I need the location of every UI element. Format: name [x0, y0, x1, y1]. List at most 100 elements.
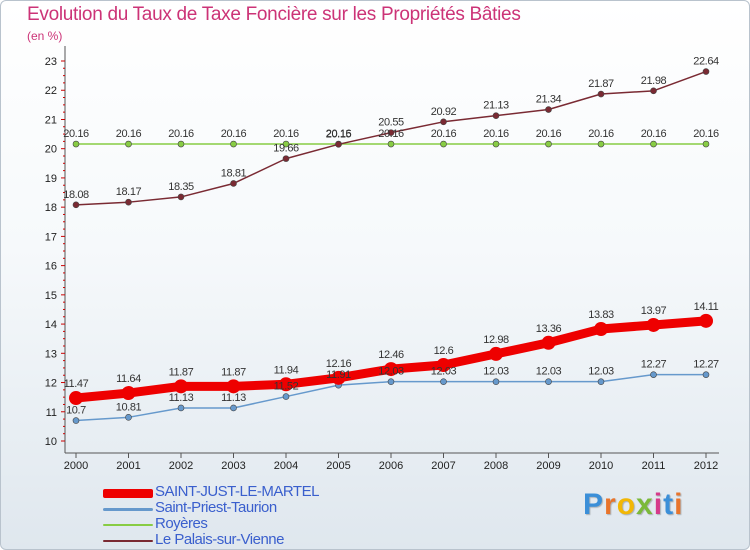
brand-letter: x: [636, 488, 654, 521]
data-label: 21.98: [641, 75, 667, 87]
data-point: [331, 370, 346, 385]
data-label: 22.64: [693, 56, 719, 68]
data-label: 11.52: [274, 381, 299, 393]
x-tick-label: 2002: [169, 460, 193, 472]
data-label: 20.16: [116, 128, 142, 140]
data-label: 12.27: [641, 359, 667, 371]
y-tick-label: 16: [45, 261, 57, 273]
data-point: [545, 378, 552, 385]
y-tick-label: 13: [45, 348, 57, 360]
y-tick-label: 21: [45, 114, 57, 126]
x-tick-label: 2006: [379, 460, 403, 472]
data-point: [125, 140, 132, 148]
data-label: 12.27: [693, 359, 719, 371]
data-point: [174, 379, 188, 394]
data-point: [230, 140, 237, 148]
x-tick-label: 2010: [589, 460, 613, 472]
x-tick-label: 2012: [694, 460, 718, 472]
data-label: 20.16: [378, 128, 404, 140]
legend-swatch: [103, 507, 153, 511]
data-point: [440, 140, 447, 148]
data-label: 12.03: [536, 366, 562, 378]
data-label: 11.47: [64, 378, 89, 390]
data-label: 20.16: [168, 128, 194, 140]
y-tick-label: 22: [45, 85, 57, 97]
y-tick-label: 19: [45, 173, 57, 185]
x-tick-label: 2009: [536, 460, 560, 472]
data-point: [230, 404, 237, 412]
data-label: 11.94: [274, 364, 299, 376]
data-label: 12.03: [431, 366, 457, 378]
y-tick-label: 15: [45, 290, 57, 302]
data-point: [387, 378, 395, 385]
data-point: [597, 378, 605, 385]
data-label: 10.7: [66, 405, 86, 417]
legend-swatch: [103, 524, 153, 526]
legend-swatch: [103, 540, 153, 542]
y-tick-label: 12: [45, 378, 57, 390]
data-label: 20.16: [483, 128, 509, 140]
data-label: 12.03: [378, 366, 404, 378]
data-point: [226, 379, 241, 394]
x-tick-label: 2003: [221, 460, 245, 472]
data-label: 20.16: [536, 128, 562, 140]
data-label: 12.03: [483, 366, 509, 378]
data-point: [492, 140, 500, 148]
data-label: 20.16: [63, 128, 89, 140]
data-label: 20.16: [641, 128, 667, 140]
brand-letter: P: [583, 488, 605, 521]
data-label: 20.16: [273, 128, 299, 140]
data-label: 20.16: [431, 128, 457, 140]
x-tick-label: 2001: [116, 460, 140, 472]
data-point: [72, 201, 80, 209]
data-point: [492, 112, 500, 119]
x-tick-label: 2011: [642, 460, 666, 472]
data-label: 11.13: [169, 392, 194, 404]
brand-letter: i: [674, 488, 684, 521]
data-label: 21.87: [588, 78, 614, 90]
data-label: 13.36: [536, 323, 562, 335]
data-point: [125, 414, 132, 421]
data-label: 18.17: [116, 186, 142, 198]
data-point: [282, 393, 290, 400]
data-point: [387, 129, 395, 136]
x-tick-label: 2005: [326, 460, 350, 472]
data-point: [230, 180, 237, 187]
data-label: 13.83: [588, 309, 614, 321]
data-point: [121, 386, 136, 401]
y-tick-label: 11: [46, 407, 57, 419]
brand-letter: i: [653, 488, 664, 521]
legend-swatch: [103, 488, 153, 498]
y-tick-label: 23: [45, 56, 57, 68]
data-point: [492, 378, 500, 385]
data-point: [702, 68, 710, 75]
data-point: [702, 140, 710, 148]
data-point: [545, 106, 552, 113]
data-label: 18.08: [63, 189, 89, 201]
brand-letter: t: [663, 488, 675, 521]
data-point: [279, 377, 293, 392]
y-unit-label: (en %): [27, 29, 63, 43]
data-label: 11.87: [169, 366, 194, 378]
data-point: [177, 404, 185, 412]
chart-title: Evolution du Taux de Taxe Foncière sur l…: [27, 4, 521, 25]
data-label: 12.03: [588, 366, 614, 378]
data-label: 12.98: [483, 334, 509, 346]
brand-letter: o: [616, 488, 637, 521]
data-point: [335, 141, 342, 148]
data-label: 12.16: [326, 358, 352, 370]
x-tick-label: 2008: [484, 460, 508, 472]
legend-label: Royères: [155, 515, 208, 532]
data-point: [541, 335, 556, 350]
data-point: [282, 140, 290, 148]
data-label: 11.87: [221, 366, 246, 378]
data-point: [650, 140, 657, 148]
data-point: [384, 362, 398, 377]
data-point: [125, 198, 132, 206]
legend-label: Le Palais-sur-Vienne: [155, 531, 284, 548]
data-label: 11.13: [221, 392, 246, 404]
y-tick-label: 10: [45, 436, 57, 448]
x-tick-label: 2004: [274, 460, 298, 472]
y-tick-label: 14: [45, 319, 57, 331]
